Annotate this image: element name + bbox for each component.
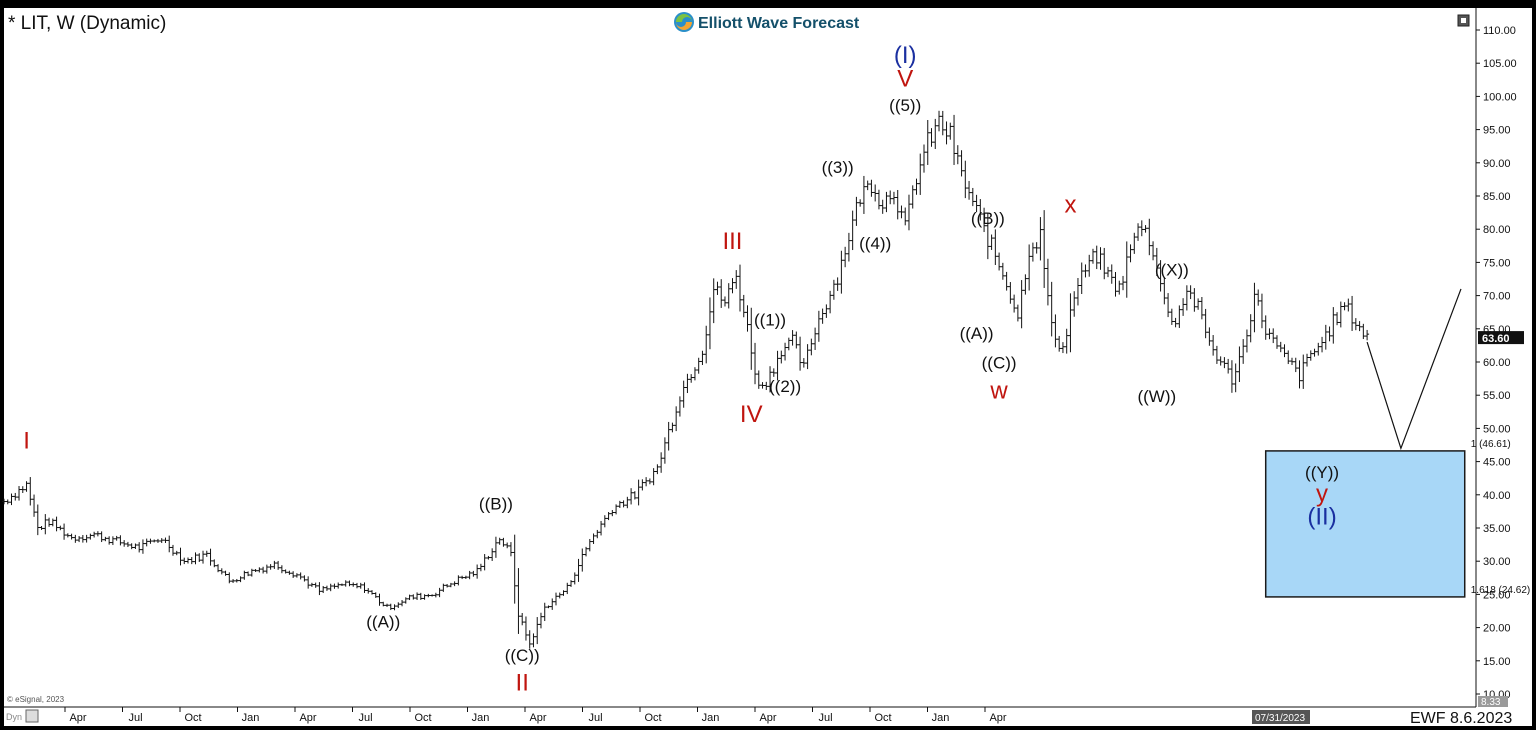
x-tick-label: Jan [702,712,720,724]
y-tick-label: 60.00 [1483,357,1511,369]
y-tick-label: 80.00 [1483,224,1511,236]
y-tick-label: 55.00 [1483,390,1511,402]
y-tick-label: 75.00 [1483,257,1511,269]
wave-label: ((C)) [505,646,540,665]
target-bottom-label: 1.618 (24.62) [1471,585,1531,596]
target-zone: 1 (46.61) 1.618 (24.62) [1264,439,1531,598]
x-tick-label: Oct [184,712,201,724]
wave-label: I [23,427,30,454]
scroll-toggle-button[interactable] [25,709,39,723]
wave-label: (II) [1307,504,1336,531]
x-tick-label: Oct [874,712,891,724]
brand-logo: Elliott Wave Forecast [674,12,860,32]
x-tick-label: Oct [414,712,431,724]
x-tick-label: Jan [932,712,950,724]
copyright-text: © eSignal, 2023 [7,695,65,704]
target-box [1264,450,1466,598]
wave-label: ((X)) [1155,261,1189,280]
wave-label: ((4)) [859,234,891,253]
wave-label: (I) [894,42,917,69]
bottom-value-text: 8.33 [1481,697,1501,708]
wave-label: ((5)) [889,96,921,115]
x-tick-label: Oct [644,712,661,724]
y-tick-label: 15.00 [1483,656,1511,668]
wave-label: II [516,670,529,697]
wave-label: V [897,65,913,92]
wave-label: x [1064,192,1076,219]
y-tick-label: 50.00 [1483,423,1511,435]
wave-label: IV [740,401,763,428]
wave-labels: I((A))((B))((C))IIIII((1))((2))IV((3))((… [23,42,1339,696]
wave-label: ((A)) [366,613,400,632]
footer-tag: EWF 8.6.2023 [1410,710,1512,727]
symbol-title: * LIT, W (Dynamic) [8,13,166,34]
dyn-label: Dyn [6,712,22,722]
wave-label: ((C)) [982,354,1017,373]
x-tick-label: Apr [69,712,86,724]
target-top-label: 1 (46.61) [1471,439,1511,450]
wave-label: ((W)) [1137,387,1176,406]
y-tick-label: 30.00 [1483,556,1511,568]
last-price-badge: 63.60 [1478,331,1524,345]
price-badge-bg [1478,331,1524,345]
y-tick-label: 40.00 [1483,490,1511,502]
wave-label: ((A)) [960,324,994,343]
y-tick-label: 100.00 [1483,91,1517,103]
cursor-date: 07/31/2023 [1255,713,1305,724]
brand-logo-swirl [676,14,692,22]
time-axis [4,707,1532,726]
x-tick-label: Jul [818,712,832,724]
y-tick-label: 35.00 [1483,523,1511,535]
price-badge-text: 63.60 [1482,333,1510,345]
y-tick-label: 85.00 [1483,191,1511,203]
y-tick-label: 45.00 [1483,457,1511,469]
y-tick-label: 25.00 [1483,589,1511,601]
y-tick-label: 20.00 [1483,623,1511,635]
x-tick-label: Jan [472,712,490,724]
wave-label: ((B)) [971,209,1005,228]
x-tick-label: Jul [358,712,372,724]
wave-label: ((2)) [769,377,801,396]
wave-label: ((Y)) [1305,463,1339,482]
projection-path [1366,288,1462,451]
wave-label: ((3)) [822,158,854,177]
maximize-icon-inner [1461,18,1466,23]
x-tick-label: Apr [989,712,1006,724]
y-tick-label: 105.00 [1483,58,1517,70]
y-tick-label: 110.00 [1483,25,1516,37]
brand-logo-swirl-2 [676,22,692,30]
wave-label: y [1316,480,1328,507]
x-tick-label: Jan [242,712,260,724]
cursor-date-bg [1252,710,1310,724]
y-tick-label: 90.00 [1483,158,1511,170]
wave-label: w [989,378,1008,405]
x-tick-label: Apr [759,712,776,724]
price-axis [1476,8,1532,707]
price-bars [2,110,1370,649]
wave-label: ((1)) [754,310,786,329]
x-ticks: Apr Jul Oct Jan Apr Jul Oct Jan Apr Jul Oct Jan Apr J… [64,707,1007,724]
wave-label: III [722,228,742,255]
wave-label: ((B)) [479,494,513,513]
y-tick-label: 95.00 [1483,125,1511,137]
y-ticks: 110.00 105.00 100.00 95.00 90.00 85.00 80.00 75… [1476,25,1517,701]
brand-name: Elliott Wave Forecast [698,15,860,32]
bottom-value-badge: 8.33 [1478,696,1508,708]
x-tick-label: Jul [588,712,602,724]
x-tick-label: Apr [529,712,546,724]
y-tick-label: 70.00 [1483,291,1511,303]
bottom-value-bg [1478,696,1508,707]
plot-area [4,8,1476,707]
x-tick-label: Apr [299,712,316,724]
x-tick-label: Jul [128,712,142,724]
